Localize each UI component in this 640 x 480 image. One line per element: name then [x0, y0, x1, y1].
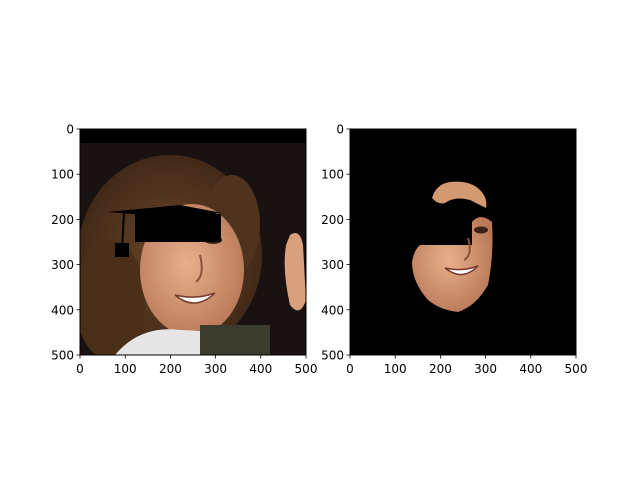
right-x-tick-label: 200	[429, 362, 452, 376]
left-x-tick-label: 200	[159, 362, 182, 376]
right-x-tick-label: 0	[346, 362, 354, 376]
left-y-tick-label: 500	[51, 349, 74, 363]
right-x-tick-label: 300	[474, 362, 497, 376]
left-x-tick-label: 500	[295, 362, 318, 376]
left-x-tick-label: 400	[249, 362, 272, 376]
left-y-tick-label: 300	[51, 258, 74, 272]
left-y-tick-label: 100	[51, 168, 74, 182]
right-x-tick-label: 100	[384, 362, 407, 376]
right-x-tick-label: 400	[519, 362, 542, 376]
left-axes-frame	[79, 128, 307, 356]
left-x-tick-label: 100	[114, 362, 137, 376]
right-y-tick-label: 0	[336, 123, 344, 137]
right-image-panel	[349, 128, 577, 356]
right-photo	[350, 129, 576, 355]
right-y-tick-label: 200	[321, 213, 344, 227]
right-axes-frame	[349, 128, 577, 356]
right-y-tick-label: 300	[321, 258, 344, 272]
left-photo	[80, 129, 306, 355]
left-x-tick-label: 300	[204, 362, 227, 376]
left-y-tick-label: 400	[51, 303, 74, 317]
right-y-tick-label: 400	[321, 303, 344, 317]
left-x-tick-label: 0	[76, 362, 84, 376]
right-x-tick-label: 500	[565, 362, 588, 376]
left-image-panel	[79, 128, 307, 356]
left-y-tick-label: 0	[66, 123, 74, 137]
right-y-tick-label: 500	[321, 349, 344, 363]
right-y-tick-label: 100	[321, 168, 344, 182]
left-y-tick-label: 200	[51, 213, 74, 227]
